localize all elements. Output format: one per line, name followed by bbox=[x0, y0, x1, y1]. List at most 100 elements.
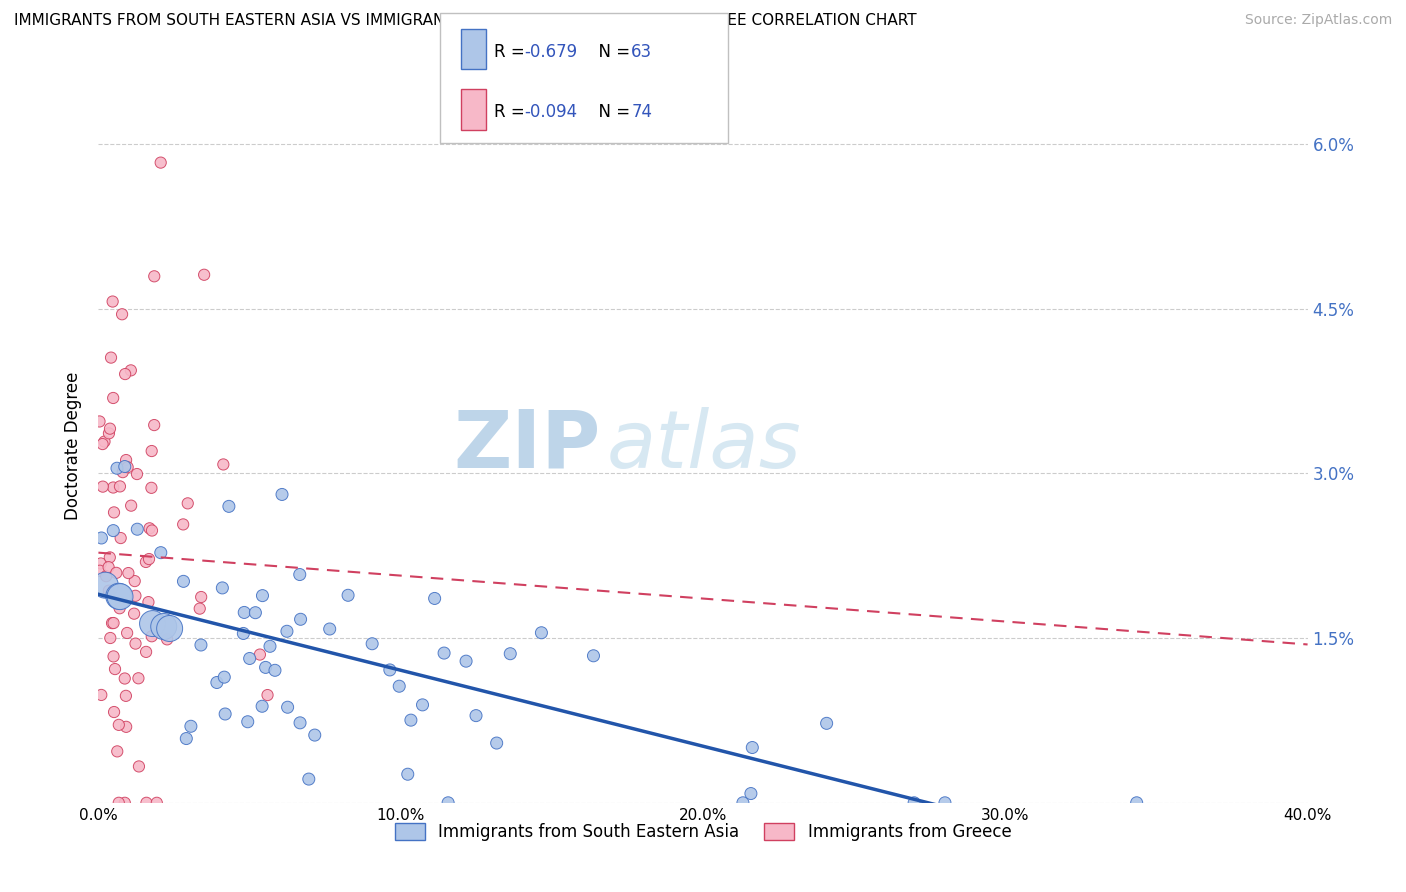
Point bbox=[437, 796, 460, 810]
Point bbox=[190, 638, 212, 652]
Point bbox=[96, 569, 118, 583]
Point bbox=[124, 574, 146, 588]
Text: N =: N = bbox=[588, 103, 636, 120]
Point bbox=[89, 414, 111, 428]
Text: Source: ZipAtlas.com: Source: ZipAtlas.com bbox=[1244, 13, 1392, 28]
Point bbox=[180, 719, 202, 733]
Point bbox=[103, 391, 125, 405]
Point bbox=[239, 651, 262, 665]
Point bbox=[93, 434, 115, 449]
Point bbox=[149, 546, 172, 560]
Point bbox=[97, 583, 120, 598]
Point bbox=[423, 591, 446, 606]
Point bbox=[815, 716, 838, 731]
Point bbox=[214, 706, 236, 721]
Point bbox=[454, 654, 477, 668]
Text: 63: 63 bbox=[631, 43, 652, 61]
Point bbox=[108, 718, 131, 732]
Point bbox=[103, 615, 125, 630]
Point bbox=[218, 500, 240, 514]
Point bbox=[318, 622, 340, 636]
Point bbox=[1125, 796, 1147, 810]
Text: -0.679: -0.679 bbox=[524, 43, 578, 61]
Point bbox=[124, 589, 146, 603]
Point bbox=[298, 772, 321, 786]
Point bbox=[98, 631, 121, 645]
Point bbox=[337, 588, 360, 602]
Point bbox=[193, 268, 215, 282]
Point bbox=[103, 481, 125, 495]
Point bbox=[105, 461, 128, 475]
Point bbox=[290, 612, 312, 626]
Point bbox=[120, 363, 142, 377]
Point bbox=[98, 422, 121, 436]
Point bbox=[107, 796, 129, 810]
Point bbox=[172, 517, 194, 532]
Point bbox=[115, 720, 138, 734]
Point bbox=[141, 524, 163, 538]
Point bbox=[399, 713, 422, 727]
Point bbox=[111, 307, 134, 321]
Point bbox=[288, 715, 311, 730]
Point bbox=[114, 367, 136, 381]
Point bbox=[127, 671, 149, 685]
Point bbox=[177, 496, 200, 510]
Point bbox=[903, 796, 925, 810]
Point bbox=[530, 625, 553, 640]
Point bbox=[101, 294, 124, 309]
Point bbox=[211, 581, 233, 595]
Point bbox=[143, 418, 166, 433]
Point bbox=[114, 796, 136, 810]
Point bbox=[115, 689, 138, 703]
Point bbox=[117, 566, 139, 580]
Y-axis label: Doctorate Degree: Doctorate Degree bbox=[65, 372, 83, 520]
Point bbox=[304, 728, 326, 742]
Point bbox=[388, 679, 411, 693]
Point bbox=[934, 796, 956, 810]
Point bbox=[138, 521, 160, 535]
Point bbox=[731, 796, 754, 810]
Point bbox=[90, 531, 112, 545]
Point bbox=[127, 522, 149, 536]
Point bbox=[249, 648, 271, 662]
Point bbox=[146, 796, 169, 810]
Point bbox=[115, 626, 138, 640]
Point bbox=[125, 467, 148, 481]
Point bbox=[98, 550, 121, 565]
Point bbox=[276, 624, 298, 639]
Point bbox=[108, 601, 131, 615]
Point bbox=[108, 590, 131, 604]
Point bbox=[89, 564, 111, 578]
Point bbox=[485, 736, 508, 750]
Text: -0.094: -0.094 bbox=[524, 103, 578, 120]
Point bbox=[115, 453, 138, 467]
Point bbox=[212, 458, 235, 472]
Point bbox=[138, 595, 160, 609]
Point bbox=[103, 705, 125, 719]
Point bbox=[101, 616, 124, 631]
Point bbox=[114, 672, 136, 686]
Text: atlas: atlas bbox=[606, 407, 801, 485]
Point bbox=[149, 155, 172, 169]
Point bbox=[124, 637, 146, 651]
Point bbox=[143, 269, 166, 284]
Point bbox=[90, 688, 112, 702]
Point bbox=[141, 444, 163, 458]
Point bbox=[135, 796, 157, 810]
Point bbox=[741, 740, 763, 755]
Text: IMMIGRANTS FROM SOUTH EASTERN ASIA VS IMMIGRANTS FROM GREECE DOCTORATE DEGREE CO: IMMIGRANTS FROM SOUTH EASTERN ASIA VS IM… bbox=[14, 13, 917, 29]
Point bbox=[233, 606, 256, 620]
Point bbox=[152, 619, 174, 633]
Point bbox=[205, 675, 228, 690]
Point bbox=[159, 622, 181, 636]
Point bbox=[156, 632, 179, 647]
Point bbox=[141, 481, 163, 495]
Point bbox=[256, 688, 278, 702]
Point bbox=[105, 744, 128, 758]
Point bbox=[361, 637, 384, 651]
Point bbox=[135, 555, 157, 569]
Point bbox=[107, 589, 129, 603]
Point bbox=[114, 459, 136, 474]
Point bbox=[128, 759, 150, 773]
Point bbox=[97, 426, 120, 441]
